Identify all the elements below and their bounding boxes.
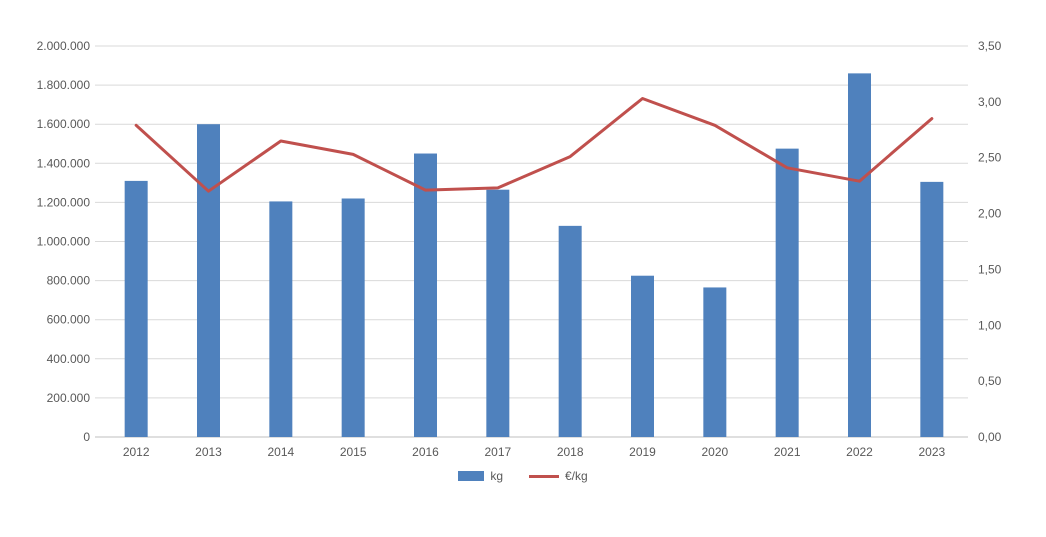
bar-2019 — [631, 275, 654, 437]
eur-per-kg-line — [134, 97, 934, 193]
left-axis-tick-label: 1.800.000 — [37, 78, 91, 92]
bar-2016 — [414, 153, 437, 437]
bar-2017 — [486, 189, 510, 437]
x-axis-tick-label: 2012 — [123, 445, 150, 459]
left-axis-tick-label: 1.200.000 — [37, 195, 91, 209]
x-axis-tick-label: 2014 — [267, 445, 294, 459]
left-axis-tick-label: 600.000 — [47, 313, 91, 327]
right-axis-tick-label: 3,00 — [978, 95, 1002, 109]
x-axis-tick-label: 2018 — [557, 445, 584, 459]
right-axis-tick-label: 1,00 — [978, 318, 1002, 332]
left-axis-tick-label: 200.000 — [47, 391, 91, 405]
bar-2012 — [124, 180, 148, 437]
bar-2023 — [920, 181, 944, 437]
left-axis-tick-label: 1.400.000 — [37, 156, 91, 170]
x-axis-tick-label: 2020 — [701, 445, 728, 459]
x-axis-tick-label: 2015 — [340, 445, 367, 459]
right-axis-tick-label: 2,00 — [978, 207, 1002, 221]
bar-2013 — [197, 124, 220, 437]
left-axis-tick-label: 2.000.000 — [37, 39, 91, 53]
x-axis-tick-label: 2016 — [412, 445, 439, 459]
left-axis-tick-label: 800.000 — [47, 274, 91, 288]
right-axis-tick-label: 0,00 — [978, 430, 1002, 444]
bar-2014 — [269, 201, 293, 437]
x-axis-tick-label: 2019 — [629, 445, 656, 459]
right-axis-tick-label: 0,50 — [978, 374, 1002, 388]
x-axis-tick-label: 2022 — [846, 445, 873, 459]
x-axis-tick-label: 2023 — [918, 445, 945, 459]
right-axis-tick-label: 2,50 — [978, 151, 1002, 165]
bar-2015 — [341, 198, 365, 437]
left-axis-tick-label: 0 — [83, 430, 90, 444]
bar-2020 — [703, 287, 727, 437]
left-axis-tick-label: 1.000.000 — [37, 235, 91, 249]
x-axis-tick-label: 2017 — [484, 445, 511, 459]
left-axis-tick-label: 400.000 — [47, 352, 91, 366]
left-axis-tick-label: 1.600.000 — [37, 117, 91, 131]
right-axis-tick-label: 3,50 — [978, 39, 1002, 53]
right-axis-tick-label: 1,50 — [978, 262, 1002, 276]
x-axis-tick-label: 2013 — [195, 445, 222, 459]
bar-2021 — [775, 148, 799, 437]
bar-2018 — [558, 225, 582, 437]
x-axis-tick-label: 2021 — [774, 445, 801, 459]
bar-2022 — [848, 73, 871, 438]
